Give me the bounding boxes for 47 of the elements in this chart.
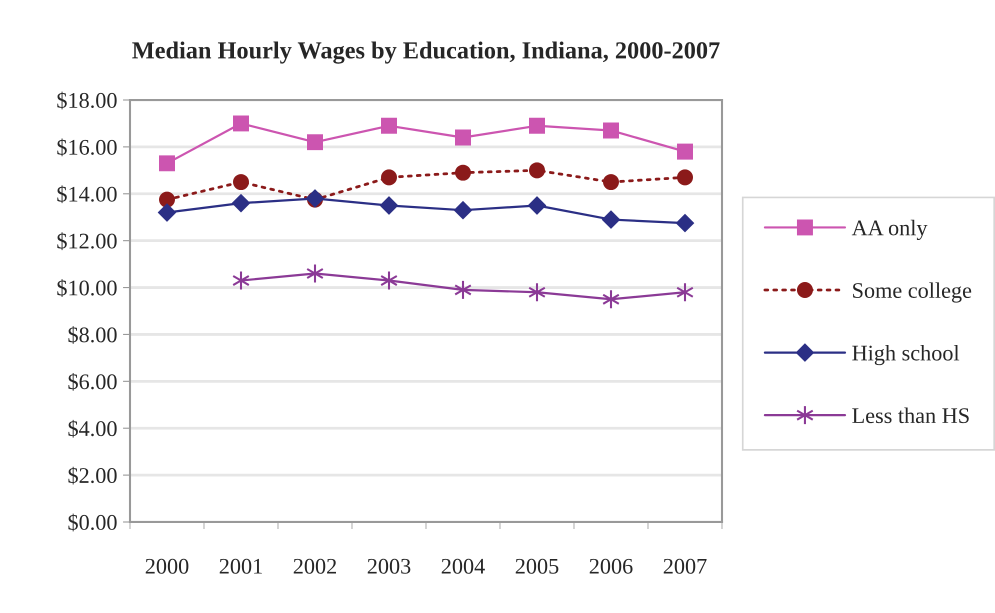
chart-title: Median Hourly Wages by Education, Indiana, 2000-2007 — [132, 41, 720, 64]
x-tick-label: 2002 — [294, 558, 336, 574]
y-tick-label: $12.00 — [57, 232, 117, 250]
y-tick-label: $16.00 — [57, 138, 117, 156]
x-tick-label: 2000 — [146, 558, 188, 574]
legend-label: Some college — [853, 282, 972, 303]
x-tick-label: 2005 — [516, 558, 558, 574]
y-tick-label: $2.00 — [68, 466, 117, 485]
y-tick-label: $14.00 — [57, 185, 117, 204]
point — [528, 196, 546, 215]
x-tick-label: 2001 — [220, 558, 262, 574]
point — [455, 130, 471, 146]
legend-label: Less than HS — [852, 408, 969, 424]
x-tick-label: 2004 — [442, 558, 485, 574]
point — [159, 192, 175, 208]
point — [677, 169, 693, 186]
point — [677, 144, 693, 160]
point — [528, 282, 546, 302]
legend-label: High school — [852, 344, 960, 366]
point — [380, 196, 398, 215]
point — [603, 122, 619, 138]
point — [455, 164, 471, 181]
point — [159, 155, 175, 172]
point — [529, 118, 545, 134]
point — [233, 174, 249, 190]
legend-label: AA only — [852, 220, 928, 240]
point — [529, 162, 545, 178]
point — [381, 169, 397, 186]
y-tick-label: $6.00 — [68, 372, 117, 391]
point — [676, 214, 694, 232]
point — [676, 282, 694, 302]
y-tick-label: $8.00 — [68, 326, 117, 344]
point — [454, 201, 472, 220]
point — [381, 118, 397, 134]
y-tick-label: $10.00 — [57, 279, 117, 297]
y-tick-label: $0.00 — [68, 514, 117, 532]
point — [232, 194, 250, 212]
x-tick-label: 2007 — [664, 558, 707, 574]
y-tick-label: $4.00 — [68, 420, 117, 438]
point — [233, 115, 249, 132]
x-tick-label: 2003 — [368, 558, 410, 574]
x-tick-label: 2006 — [590, 558, 633, 574]
y-tick-label: $18.00 — [57, 92, 117, 110]
point — [307, 134, 323, 150]
point — [158, 203, 176, 222]
point — [603, 174, 619, 190]
point — [602, 210, 620, 229]
